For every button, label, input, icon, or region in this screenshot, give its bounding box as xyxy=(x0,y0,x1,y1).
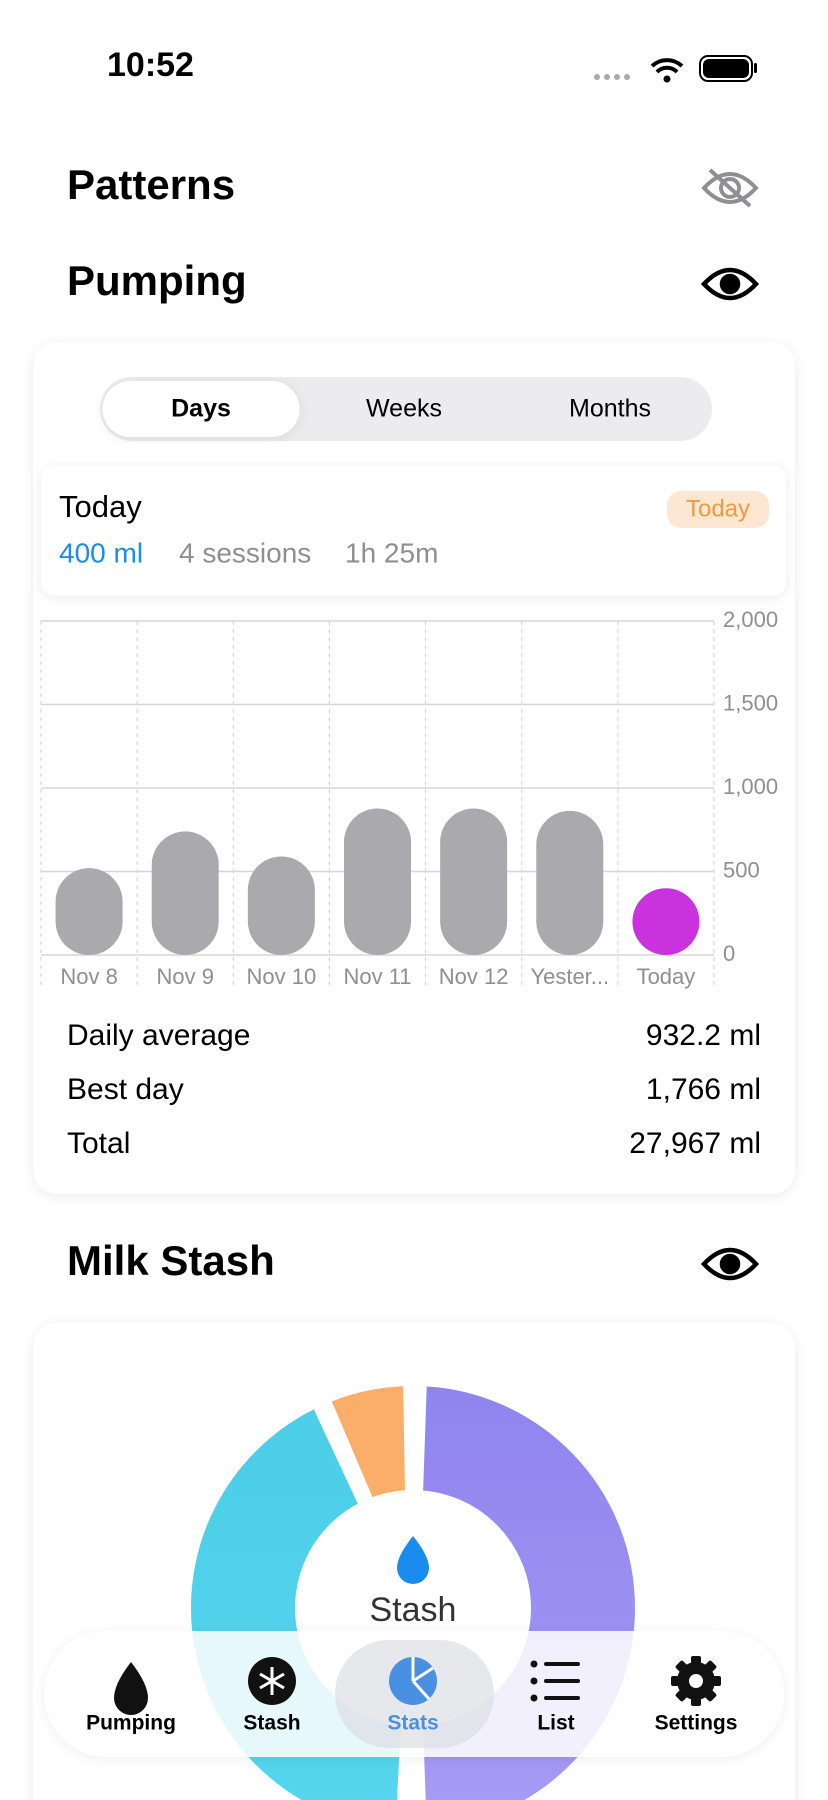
summary-card xyxy=(41,465,786,596)
stat-value: 932.2 ml xyxy=(646,1019,761,1052)
stat-label: Total xyxy=(67,1127,130,1160)
stat-value: 27,967 ml xyxy=(629,1127,761,1160)
y-tick-label: 1,000 xyxy=(723,774,778,799)
bar xyxy=(151,831,219,955)
badge-text: Today xyxy=(686,495,750,522)
show-icon[interactable] xyxy=(700,1247,760,1281)
tab-label[interactable]: List xyxy=(537,1712,574,1735)
status-time: 10:52 xyxy=(107,46,194,84)
bar xyxy=(344,808,411,955)
x-tick-label: Nov 12 xyxy=(439,964,509,989)
y-tick-label: 2,000 xyxy=(723,607,778,632)
show-icon[interactable] xyxy=(700,267,760,301)
x-tick-label: Nov 10 xyxy=(246,964,316,989)
tab-label[interactable]: Stash xyxy=(243,1712,300,1735)
y-tick-label: 500 xyxy=(723,857,760,882)
bar xyxy=(536,810,604,955)
section-title: Pumping xyxy=(67,257,247,304)
y-tick-label: 1,500 xyxy=(723,690,778,715)
tab-label[interactable]: Pumping xyxy=(86,1712,176,1735)
x-tick-label: Today xyxy=(637,964,696,989)
segment-selected[interactable] xyxy=(102,381,300,437)
section-title: Patterns xyxy=(67,161,235,208)
summary-sessions: 4 sessions xyxy=(179,537,311,568)
stat-label: Daily average xyxy=(67,1019,250,1052)
today-badge[interactable] xyxy=(667,491,769,528)
tab-icon[interactable] xyxy=(530,1660,581,1702)
tab-icon[interactable] xyxy=(248,1657,296,1705)
summary-duration: 1h 25m xyxy=(345,537,438,568)
donut-segment xyxy=(317,1374,418,1511)
hide-icon[interactable] xyxy=(701,168,759,208)
summary-title: Today xyxy=(59,489,142,524)
y-tick-label: 0 xyxy=(723,941,735,966)
bar xyxy=(55,868,123,955)
summary-volume: 400 ml xyxy=(59,537,143,568)
tab-icon[interactable] xyxy=(671,1656,721,1706)
x-tick-label: Yester... xyxy=(530,964,609,989)
bar xyxy=(440,808,508,955)
drop-icon xyxy=(397,1536,429,1584)
x-tick-label: Nov 11 xyxy=(343,964,411,989)
status-icons xyxy=(594,55,757,83)
segment-label[interactable]: Weeks xyxy=(366,395,442,423)
segment-label[interactable]: Months xyxy=(569,395,651,423)
section-title: Milk Stash xyxy=(67,1237,275,1284)
x-tick-label: Nov 8 xyxy=(60,964,117,989)
bar xyxy=(632,888,700,955)
stat-value: 1,766 ml xyxy=(646,1073,761,1106)
segment-label[interactable]: Days xyxy=(171,395,231,423)
donut-center-label: Stash xyxy=(370,1591,457,1629)
stat-label: Best day xyxy=(67,1073,184,1106)
tab-icon[interactable] xyxy=(114,1662,148,1715)
tab-icon[interactable] xyxy=(389,1657,437,1705)
tab-label[interactable]: Settings xyxy=(655,1712,738,1735)
tab-label[interactable]: Stats xyxy=(387,1712,438,1735)
x-tick-label: Nov 9 xyxy=(156,964,213,989)
bar xyxy=(247,856,315,955)
